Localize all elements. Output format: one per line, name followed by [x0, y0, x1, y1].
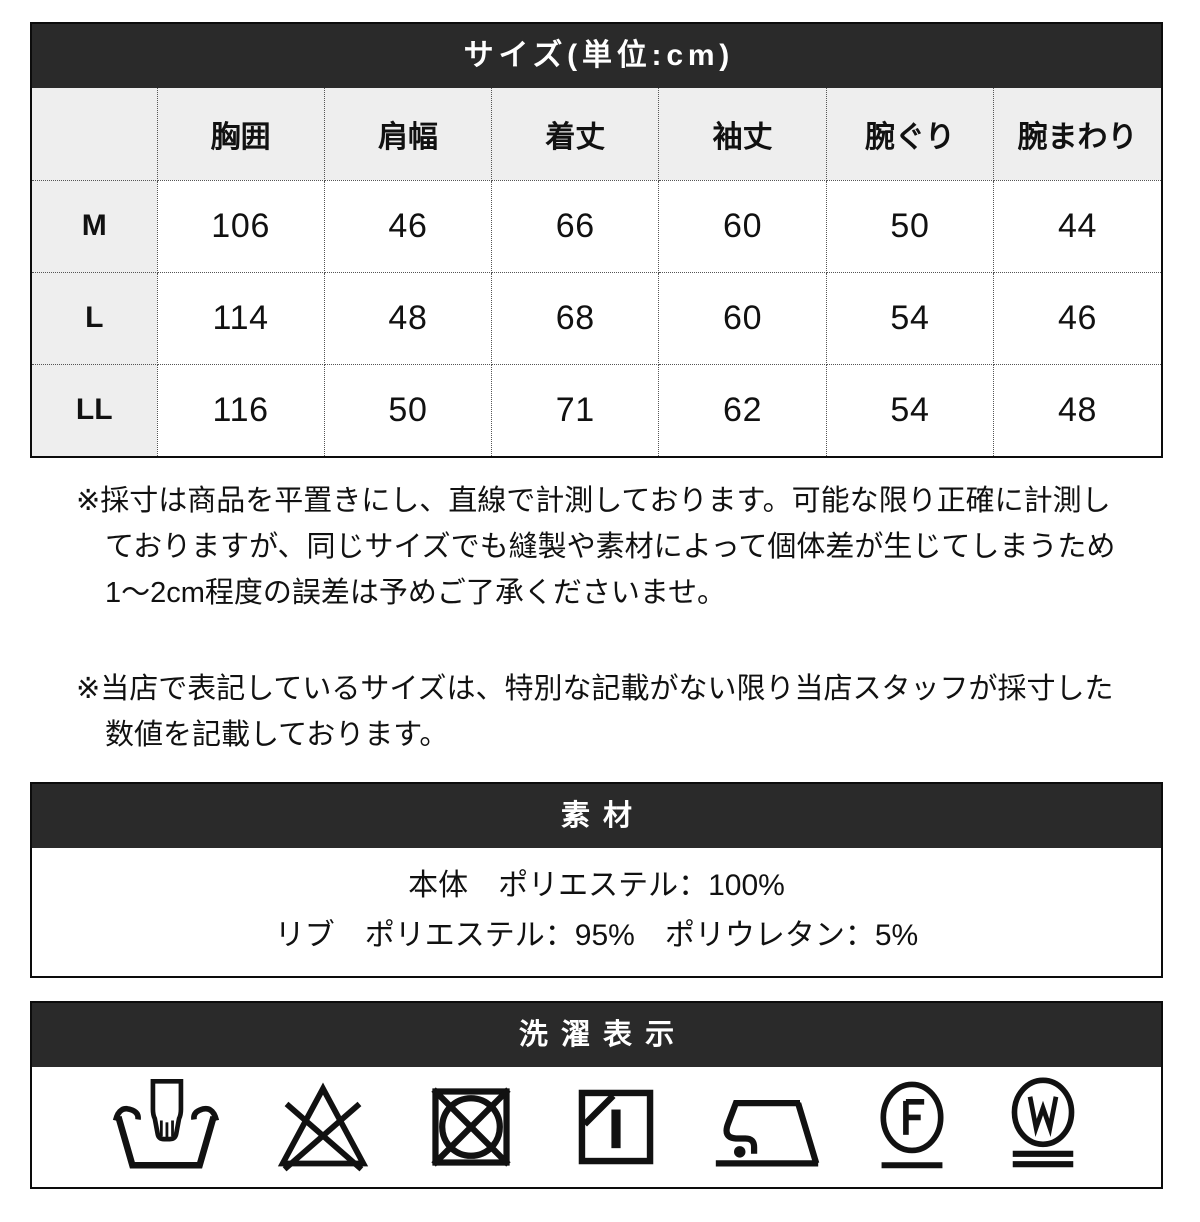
do-not-tumble-dry-icon	[431, 1087, 511, 1167]
size-value: 46	[993, 271, 1162, 365]
col-header-shoulder: 肩幅	[323, 87, 493, 181]
size-value: 44	[993, 179, 1162, 273]
material-content: 本体 ポリエステル：100% リブ ポリエステル：95% ポリウレタン：5%	[32, 848, 1161, 976]
laundry-care-section: 洗濯表示	[30, 1001, 1163, 1189]
col-header-chest: 胸囲	[156, 87, 325, 181]
size-value: 66	[491, 179, 660, 273]
size-value: 106	[156, 179, 325, 273]
size-value: 50	[825, 179, 995, 273]
note-line: ※採寸は商品を平置きにし、直線で計測しております。可能な限り正確に計測し	[76, 485, 1111, 517]
size-value: 62	[658, 363, 827, 457]
table-row-ll: LL 116 50 71 62 54 48	[31, 363, 1162, 457]
size-value: 48	[323, 271, 493, 365]
dry-clean-petroleum-gentle-icon	[880, 1081, 944, 1169]
col-header-sleeve: 袖丈	[658, 87, 827, 181]
note-line: 1～2cm程度の誤差は予めご了承くださいませ。	[105, 577, 727, 609]
laundry-title: 洗濯表示	[32, 1003, 1161, 1067]
note-measurement-method: ※採寸は商品を平置きにし、直線で計測しております。可能な限り正確に計測し ており…	[76, 478, 1160, 616]
corner-cell	[31, 87, 158, 181]
size-value: 71	[491, 363, 660, 457]
size-value: 60	[658, 271, 827, 365]
size-table-title: サイズ(単位:cm)	[32, 24, 1161, 88]
size-value: 54	[825, 363, 995, 457]
size-label: L	[31, 271, 158, 365]
size-table: 胸囲 肩幅 着丈 袖丈 腕ぐり 腕まわり M 106 46 66 60 50 4…	[31, 87, 1162, 457]
hand-wash-icon	[113, 1079, 220, 1169]
product-size-spec-page: サイズ(単位:cm) 胸囲 肩幅 着丈 袖丈 腕ぐり 腕まわり M	[0, 22, 1200, 1222]
col-header-length: 着丈	[491, 87, 660, 181]
material-body-line: 本体 ポリエステル：100%	[408, 869, 785, 902]
note-line: 数値を記載しております。	[105, 719, 449, 751]
material-section: 素材 本体 ポリエステル：100% リブ ポリエステル：95% ポリウレタン：5…	[30, 782, 1163, 978]
line-dry-in-shade-icon	[578, 1089, 653, 1165]
size-value: 114	[156, 271, 325, 365]
size-table-section: サイズ(単位:cm) 胸囲 肩幅 着丈 袖丈 腕ぐり 腕まわり M	[30, 22, 1163, 458]
size-value: 60	[658, 179, 827, 273]
note-line: ておりますが、同じサイズでも縫製や素材によって個体差が生じてしまうため	[105, 531, 1116, 563]
laundry-icons-row	[32, 1067, 1161, 1187]
size-value: 68	[491, 271, 660, 365]
size-value: 50	[323, 363, 493, 457]
wet-clean-very-gentle-icon	[1011, 1077, 1074, 1168]
col-header-arm-circumference: 腕まわり	[993, 87, 1162, 181]
table-row-l: L 114 48 68 60 54 46	[31, 271, 1162, 365]
material-title: 素材	[32, 784, 1161, 848]
size-table-header-row: 胸囲 肩幅 着丈 袖丈 腕ぐり 腕まわり	[31, 87, 1162, 181]
size-label: M	[31, 179, 158, 273]
table-row-m: M 106 46 66 60 50 44	[31, 179, 1162, 273]
size-value: 54	[825, 271, 995, 365]
note-staff-measured: ※当店で表記しているサイズは、特別な記載がない限り当店スタッフが採寸した 数値を…	[76, 666, 1160, 758]
size-value: 48	[993, 363, 1162, 457]
iron-low-heat-icon	[715, 1099, 820, 1167]
size-value: 116	[156, 363, 325, 457]
size-label: LL	[31, 363, 158, 457]
material-rib-line: リブ ポリエステル：95% ポリウレタン：5%	[274, 919, 919, 952]
size-value: 46	[323, 179, 493, 273]
note-line: ※当店で表記しているサイズは、特別な記載がない限り当店スタッフが採寸した	[76, 673, 1114, 705]
col-header-armhole: 腕ぐり	[825, 87, 995, 181]
do-not-bleach-icon	[277, 1082, 368, 1172]
